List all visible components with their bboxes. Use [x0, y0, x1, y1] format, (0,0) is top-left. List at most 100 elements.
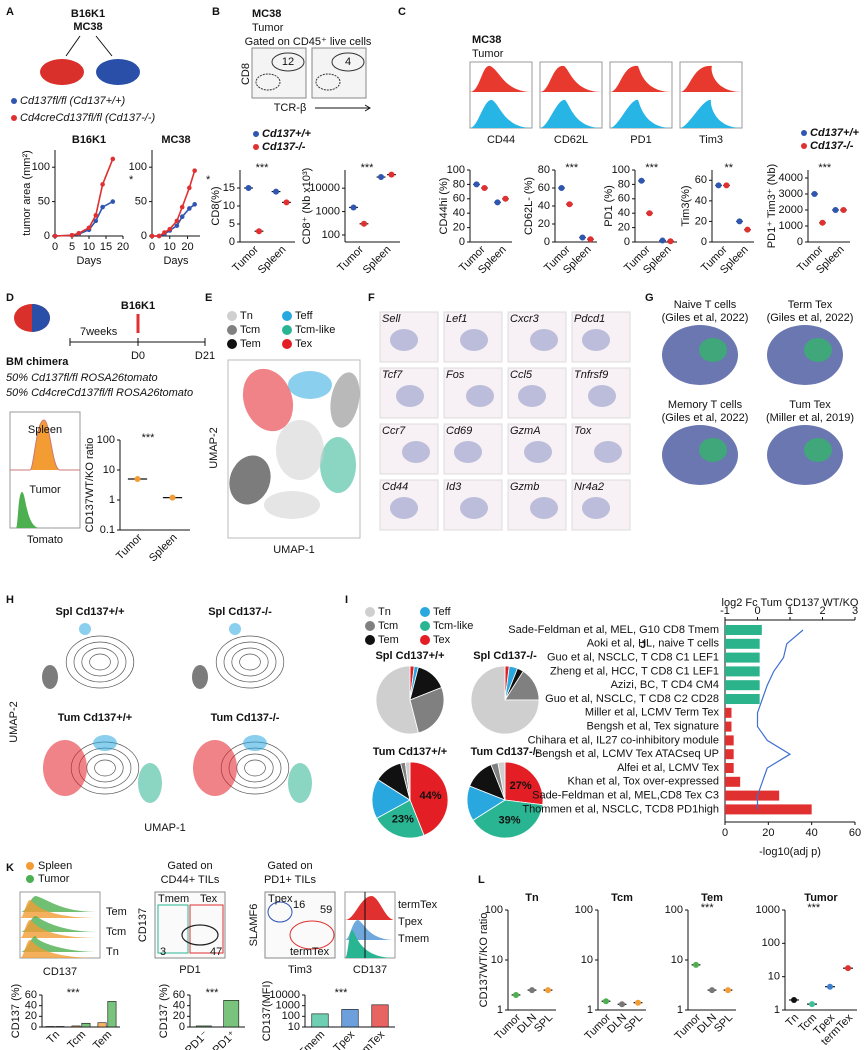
- feature-plot: [507, 367, 567, 419]
- dot: [693, 961, 699, 968]
- gene-label: Ccl5: [510, 369, 533, 381]
- dot: [667, 238, 674, 245]
- row-label: Thommen et al, NSCLC, TCD8 PD1high: [522, 803, 719, 815]
- expression: [402, 441, 430, 463]
- label: MC38: [472, 34, 501, 46]
- label: Tomato: [27, 534, 63, 546]
- row-label: Alfei et al, LCMV Tex: [617, 762, 719, 774]
- dot: [709, 987, 715, 994]
- feature-plot: [443, 367, 503, 419]
- chart-title: B16K1: [72, 134, 106, 146]
- x-tick-label: 5: [69, 241, 75, 253]
- bar: [725, 763, 734, 773]
- histogram-red: [610, 65, 672, 92]
- histogram: [345, 930, 395, 958]
- point: [149, 233, 155, 239]
- label: Tumor: [252, 22, 284, 34]
- point: [110, 156, 116, 162]
- panel-letter: H: [6, 594, 14, 606]
- legend-label: Tem: [378, 634, 399, 646]
- legend-label: Tumor: [38, 873, 70, 885]
- dot: [134, 476, 141, 483]
- y-axis-label: PD1 (%): [603, 185, 615, 227]
- annotation: *: [206, 174, 211, 186]
- y-tick-label: 4000: [779, 172, 803, 184]
- contour: [231, 647, 269, 677]
- y-tick-label: 80: [538, 164, 550, 176]
- x-tick-label: 0: [722, 827, 728, 839]
- dot: [646, 210, 653, 217]
- gene-label: Tnfrsf9: [574, 369, 608, 381]
- gene-label: GzmA: [510, 425, 541, 437]
- umap-cluster: [288, 371, 332, 399]
- y-tick-label: 10: [491, 954, 503, 966]
- y-axis-label: CD137 (%): [158, 984, 170, 1038]
- fold-change-line: [756, 629, 804, 810]
- y-tick-label: 80: [618, 178, 630, 190]
- y-tick-label: 0.1: [100, 524, 115, 536]
- chart-title: Spl Cd137+/+: [375, 650, 444, 662]
- chart-title: Spl Cd137-/-: [473, 650, 537, 662]
- label: Spleen: [28, 424, 62, 436]
- histogram-label: CD44: [487, 134, 515, 146]
- legend-marker: [253, 131, 259, 137]
- chart-title: Tn: [525, 892, 539, 904]
- arrow: [315, 104, 371, 112]
- donor-label: 50% Cd4creCd137fl/fl ROSA26tomato: [6, 387, 193, 399]
- pie-slice: [409, 686, 445, 734]
- row-label: Guo et al, NSCLC, T CD8 C2 CD28: [545, 693, 719, 705]
- mouse: [40, 59, 84, 85]
- umap-cluster: [192, 665, 208, 689]
- y-tick-label: 60: [538, 182, 550, 194]
- x-tick-label: 0: [149, 241, 155, 253]
- expression: [454, 441, 482, 463]
- label: Tex: [200, 893, 218, 905]
- x-tick-label: 20: [762, 827, 774, 839]
- label: termTex: [290, 946, 330, 958]
- label: Gated on: [267, 860, 312, 872]
- y-tick-label: 10: [581, 954, 593, 966]
- legend-marker: [26, 862, 34, 870]
- y-axis-label: CD137WT/KO ratio: [84, 438, 96, 533]
- population: [315, 73, 341, 91]
- population: [181, 924, 219, 946]
- legend-label: Tn: [378, 606, 391, 618]
- legend-marker: [420, 635, 430, 645]
- feature-plot: [571, 367, 631, 419]
- label: (Giles et al, 2022): [767, 312, 854, 324]
- legend-label: Cd4creCd137fl/fl (Cd137-/-): [20, 112, 155, 124]
- dot: [255, 228, 262, 235]
- y-axis-label: CD44hi (%): [438, 178, 450, 235]
- value-label: 27%: [510, 780, 532, 792]
- gene-label: Tcf7: [382, 369, 403, 381]
- label: 12: [282, 56, 294, 68]
- panel-letter: F: [368, 292, 375, 304]
- legend-marker: [282, 325, 292, 335]
- umap-title: Spl Cd137-/-: [208, 606, 272, 618]
- value-label: 23%: [392, 814, 414, 826]
- umap-title: Tum Cd137-/-: [211, 712, 280, 724]
- label: UMAP-2: [208, 427, 220, 469]
- label: Tem: [106, 906, 127, 918]
- annotation: ***: [701, 902, 715, 914]
- dot: [827, 983, 833, 990]
- histogram: [20, 920, 100, 938]
- pie-slice: [409, 761, 449, 836]
- histogram-red: [680, 65, 742, 92]
- y-tick-label: 0: [459, 236, 465, 248]
- y-tick-label: 3000: [779, 188, 803, 200]
- bar: [223, 1000, 240, 1028]
- gene-label: Gzmb: [510, 481, 539, 493]
- label: TCR-β: [274, 102, 307, 114]
- dot: [832, 207, 839, 213]
- feature-plot: [507, 423, 567, 475]
- y-tick-label: 100: [129, 161, 147, 173]
- series-line: [54, 158, 114, 237]
- y-tick-label: 0: [141, 230, 147, 242]
- y-tick-label: 100: [612, 164, 630, 176]
- row-label: Miller et al, LCMV Term Tex: [585, 707, 720, 719]
- label: Tum Tex: [789, 399, 831, 411]
- x2-tick-label: 3: [852, 605, 858, 617]
- y-tick-label: 1: [497, 1004, 503, 1016]
- label: CD137: [137, 908, 149, 942]
